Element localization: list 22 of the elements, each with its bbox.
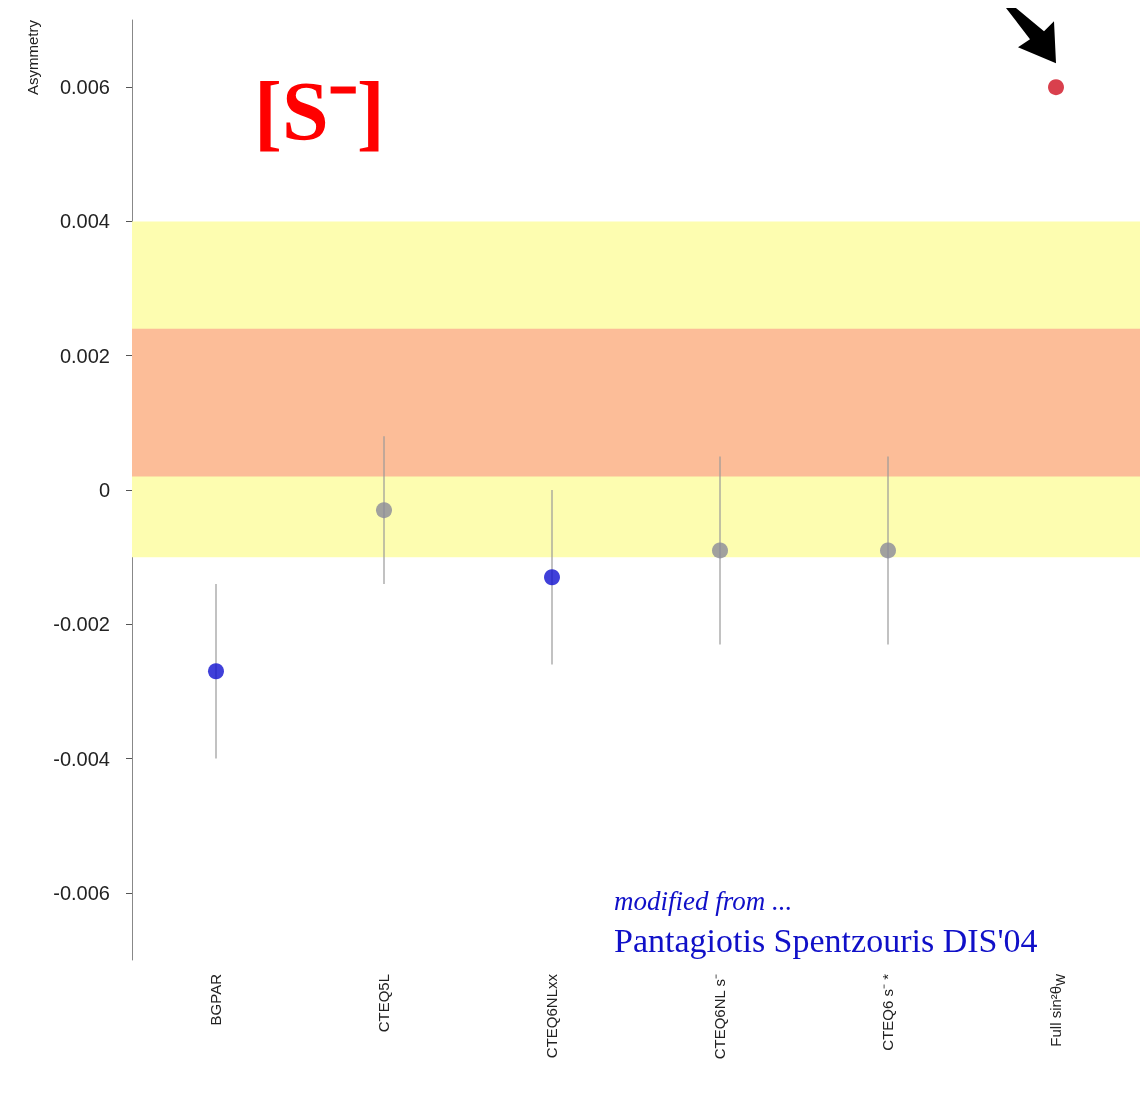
x-tick-label: CTEQ5L: [374, 974, 393, 1033]
point: [712, 542, 728, 559]
point: [208, 663, 224, 680]
y-tick-label: -0.006: [53, 881, 110, 904]
x-tick-label: CTEQ6NLxx: [542, 974, 561, 1059]
annotation: Pantagiotis Spentzouris DIS'04: [614, 922, 1038, 960]
point: [880, 542, 896, 559]
annotation: modified from ...: [614, 886, 793, 917]
y-axis-title: Asymmetry: [24, 19, 41, 95]
y-tick-label: 0.004: [59, 210, 110, 233]
y-tick-label: 0.002: [59, 344, 110, 367]
point: [1048, 79, 1064, 96]
x-tick-label: BGPAR: [206, 974, 225, 1026]
x-tick-label: CTEQ6NL s⁻: [710, 974, 729, 1060]
point: [544, 569, 560, 586]
y-tick-label: 0.006: [59, 76, 110, 99]
annotation: [S⁻]: [254, 65, 385, 158]
y-tick-label: 0: [98, 479, 110, 501]
point: [376, 502, 392, 519]
y-tick-label: -0.002: [53, 613, 110, 636]
x-tick-label: CTEQ6 s⁻ *: [878, 974, 897, 1051]
y-tick-label: -0.004: [53, 747, 110, 770]
